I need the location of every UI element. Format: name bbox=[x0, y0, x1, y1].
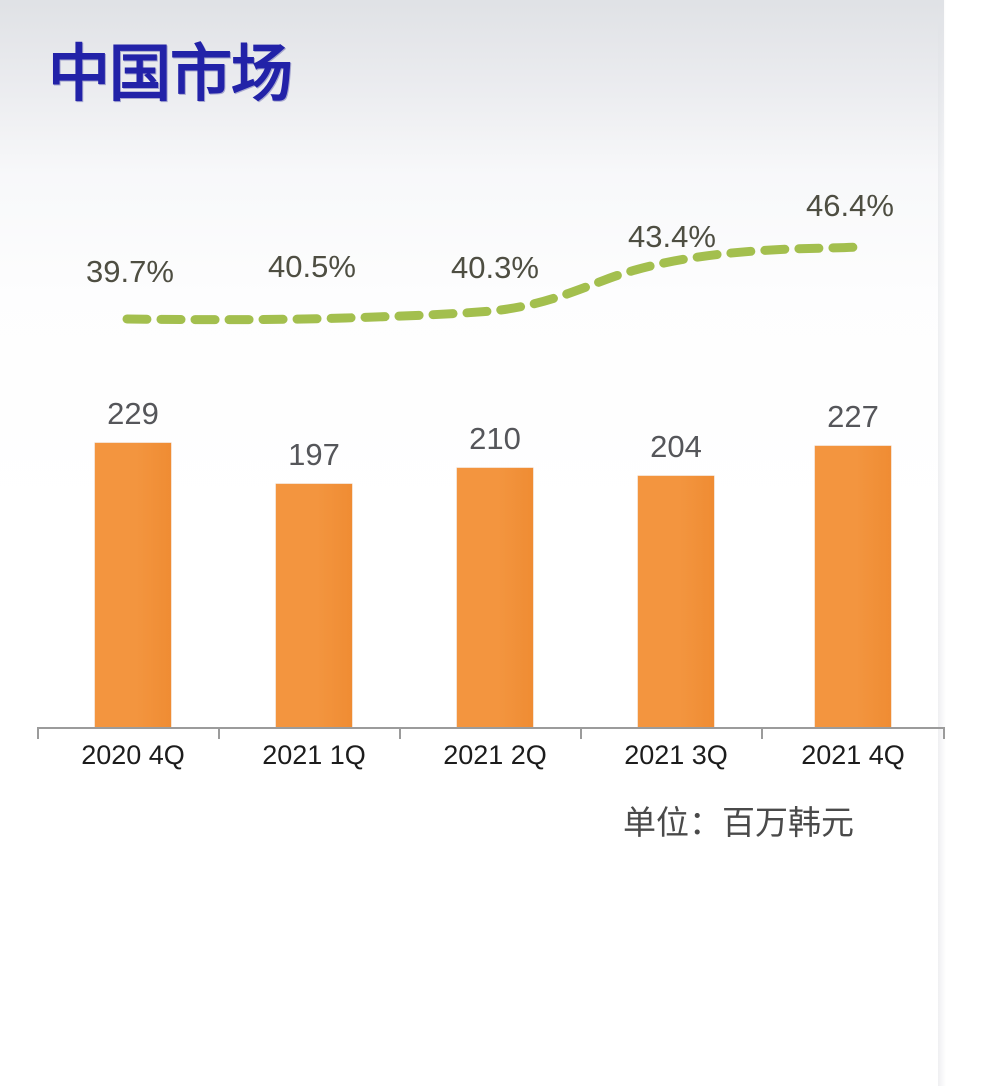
bar-2021-3q[interactable] bbox=[638, 476, 714, 728]
x-axis-label-2021-3q: 2021 3Q bbox=[624, 740, 728, 770]
x-axis-line bbox=[37, 727, 945, 729]
chart-legend: 销售额 18寸以上 轮胎销售 额 bbox=[0, 890, 994, 1070]
bar-2021-2q[interactable] bbox=[457, 468, 533, 728]
pct-label-2020-4q: 39.7% bbox=[86, 254, 174, 289]
background-panel-edge bbox=[938, 0, 946, 1086]
x-axis-tick-4 bbox=[761, 728, 763, 739]
pct-label-2021-1q: 40.5% bbox=[268, 249, 356, 284]
bar-value-2021-3q: 204 bbox=[650, 429, 702, 464]
x-axis-tick-start bbox=[37, 728, 39, 739]
x-axis-label-2020-4q: 2020 4Q bbox=[81, 740, 185, 770]
bar-value-2021-2q: 210 bbox=[469, 421, 521, 456]
x-axis-tick-end bbox=[943, 728, 945, 739]
bar-2020-4q[interactable] bbox=[95, 443, 171, 728]
unit-note: 单位：百万韩元 bbox=[623, 804, 854, 841]
x-axis-label-2021-1q: 2021 1Q bbox=[262, 740, 366, 770]
bar-2021-1q[interactable] bbox=[276, 484, 352, 728]
pct-label-2021-4q: 46.4% bbox=[806, 188, 894, 223]
x-axis-tick-1 bbox=[218, 728, 220, 739]
pct-label-2021-2q: 40.3% bbox=[451, 250, 539, 285]
bar-value-2020-4q: 229 bbox=[107, 396, 159, 431]
pct-label-2021-3q: 43.4% bbox=[628, 219, 716, 254]
x-axis-label-2021-4q: 2021 4Q bbox=[801, 740, 905, 770]
bar-value-2021-4q: 227 bbox=[827, 399, 879, 434]
page-title: 中国市场 bbox=[48, 40, 293, 109]
x-axis-tick-2 bbox=[399, 728, 401, 739]
bar-2021-4q[interactable] bbox=[815, 446, 891, 728]
x-axis-label-2021-2q: 2021 2Q bbox=[443, 740, 547, 770]
x-axis-tick-3 bbox=[580, 728, 582, 739]
bar-value-2021-1q: 197 bbox=[288, 437, 340, 472]
